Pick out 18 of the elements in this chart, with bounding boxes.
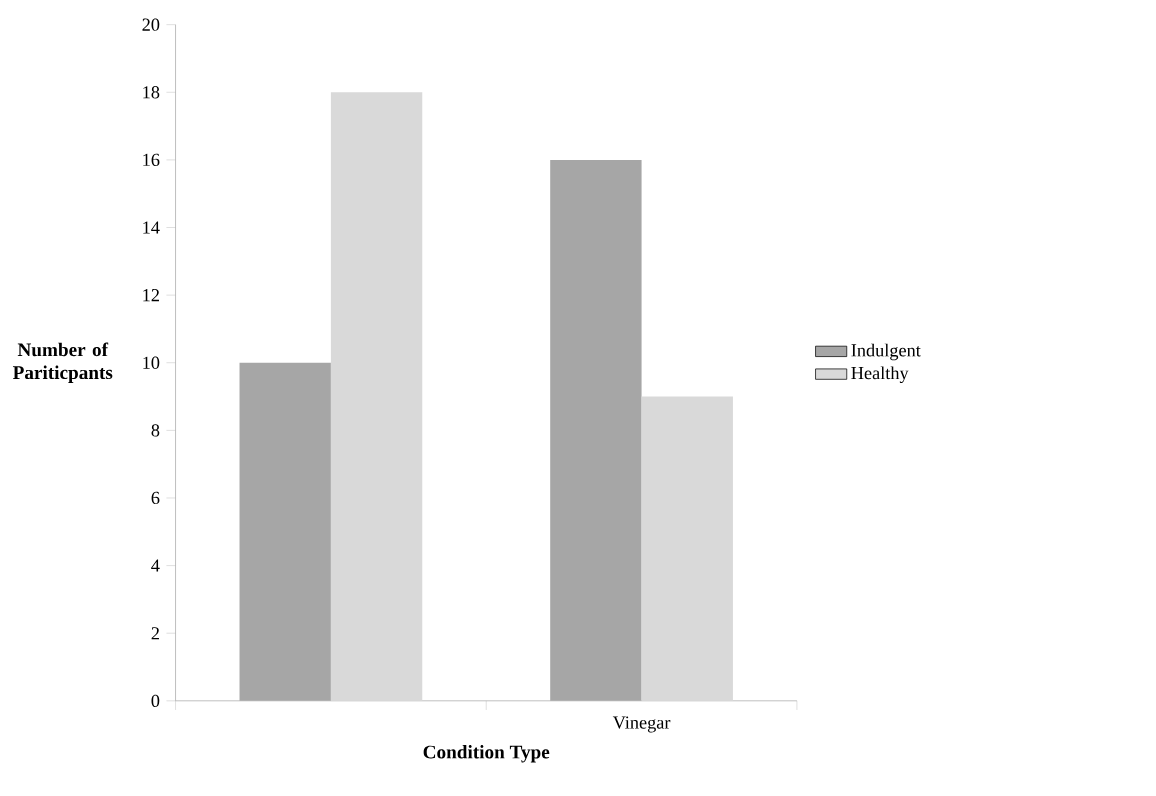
y-tick-label: 14 [143,221,160,234]
y-tick-label: 12 [143,289,159,302]
x-axis-title: Condition Type [423,745,550,763]
legend-label: Healthy [851,366,909,384]
legend-label: Indulgent [851,343,921,361]
y-tick-label: 6 [151,491,160,505]
x-tick-label: Vinegar [612,716,671,733]
y-tick-label: 0 [151,694,160,708]
y-tick-label: 20 [142,18,160,31]
y-tick-label: 2 [151,627,159,640]
y-tick-label: 4 [151,559,160,572]
y-tick-label: 10 [143,356,160,369]
bar [330,92,423,701]
y-axis-title: Number of Pariticpants [12,342,113,384]
y-tick-label: 8 [151,424,160,437]
y-tick-label: 16 [143,153,160,167]
y-tick-label: 18 [143,86,160,99]
bar [641,396,733,701]
